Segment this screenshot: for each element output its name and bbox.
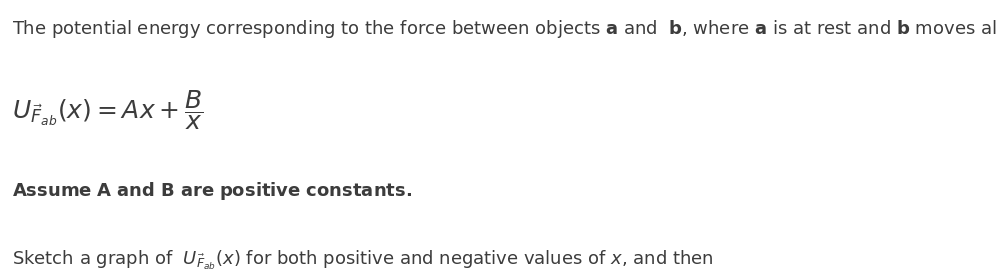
- Text: $U_{\vec{F}_{ab}}(x) = Ax + \dfrac{B}{x}$: $U_{\vec{F}_{ab}}(x) = Ax + \dfrac{B}{x}…: [12, 88, 203, 132]
- Text: The potential energy corresponding to the force between objects $\mathbf{a}$ and: The potential energy corresponding to th…: [12, 18, 997, 40]
- Text: $\mathit{\mathbf{Assume\ A\ and\ B\ are\ positive\ constants.}}$: $\mathit{\mathbf{Assume\ A\ and\ B\ are\…: [12, 180, 412, 202]
- Text: Sketch a graph of  $U_{\vec{F}_{ab}}(x)$ for both positive and negative values o: Sketch a graph of $U_{\vec{F}_{ab}}(x)$ …: [12, 249, 714, 272]
